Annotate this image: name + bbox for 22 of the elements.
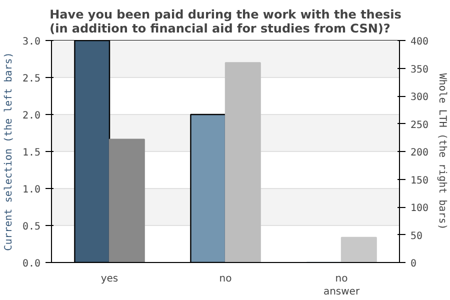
y-tick-label: 0.5: [22, 222, 40, 232]
y2-tick-label: 250: [410, 120, 429, 131]
y-tick-label: 1.0: [22, 184, 40, 196]
y2-tick-label: 300: [410, 92, 429, 103]
x-tick-label: yes: [100, 274, 118, 284]
y-tick-label: 2.0: [22, 110, 40, 122]
x-tick-label: no: [219, 274, 232, 284]
y2-tick-label: 100: [410, 203, 429, 214]
y2-axis-title: Whole LTH (the right bars): [436, 73, 448, 230]
chart-title: Have you been paid during the work with the thesis (in addition to financial aid for studies from CSN)?: [50, 8, 402, 36]
y2-tick-label: 350: [410, 64, 429, 76]
y-tick-label: 3.0: [22, 36, 40, 48]
y2-tick-label: 150: [410, 175, 429, 186]
y-tick-label: 1.5: [22, 148, 40, 158]
x-tick-label: no answer: [323, 274, 360, 298]
y2-tick-label: 200: [410, 148, 429, 158]
y-tick-label: 2.5: [22, 74, 40, 84]
y-axis-title: Current selection (the left bars): [3, 52, 14, 251]
y2-tick-label: 0: [410, 258, 417, 270]
y2-tick-label: 400: [410, 36, 429, 48]
y-tick-label: 0.0: [22, 258, 40, 270]
y2-tick-label: 50: [410, 230, 423, 242]
